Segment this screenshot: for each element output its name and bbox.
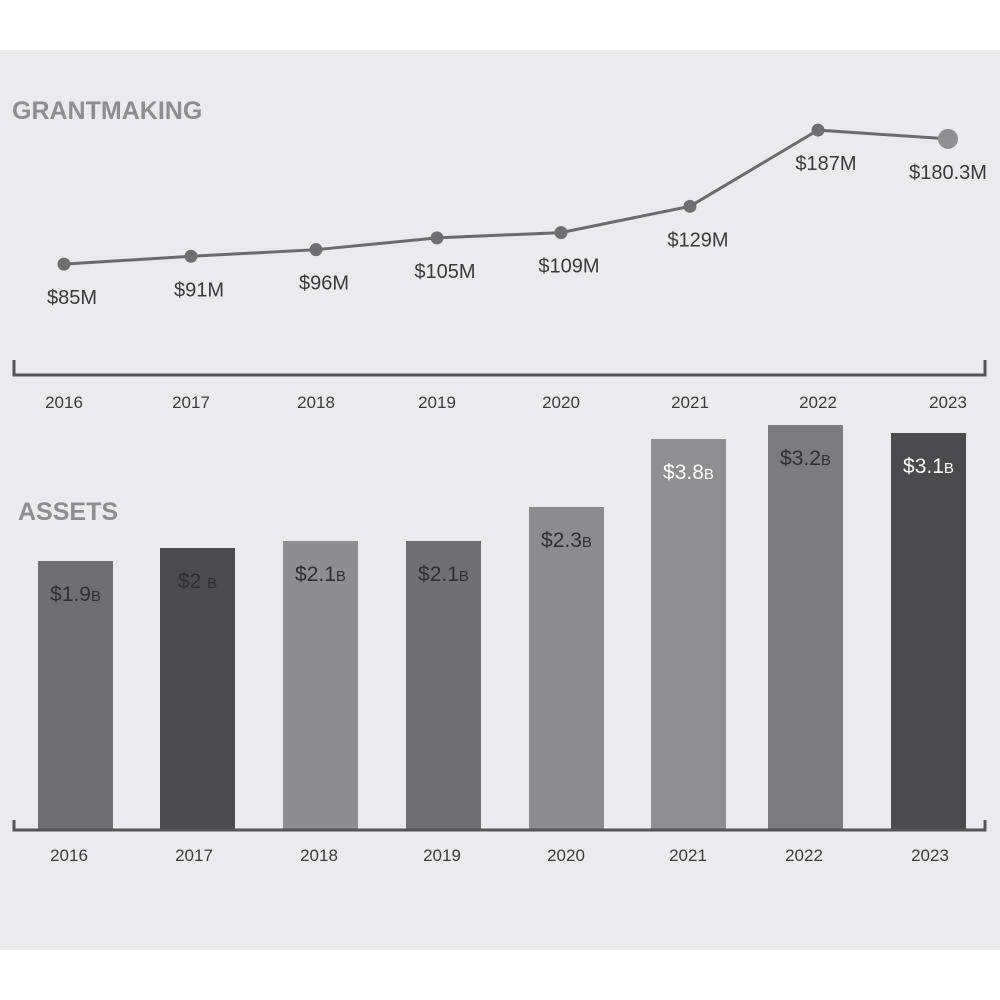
- assets-year-tick-2016: 2016: [50, 846, 88, 865]
- assets-year-tick-2018: 2018: [300, 846, 338, 865]
- grantmaking-year-tick-2022: 2022: [799, 393, 837, 412]
- assets-value-number-2023: $3.1: [903, 455, 944, 478]
- grantmaking-point-2016: [57, 257, 71, 271]
- grantmaking-point-2022: [811, 123, 825, 137]
- assets-value-unit-2019: B: [459, 568, 469, 585]
- assets-bar-2018: [283, 541, 358, 830]
- assets-value-number-2017: $2: [178, 570, 207, 593]
- assets-bar-2019: [406, 541, 481, 830]
- assets-value-label-2017: $2 B: [178, 570, 217, 593]
- grantmaking-year-tick-2023: 2023: [929, 393, 967, 412]
- grantmaking-value-label-2017: $91M: [174, 279, 224, 301]
- assets-year-tick-2022: 2022: [785, 846, 823, 865]
- assets-value-label-2022: $3.2B: [780, 447, 831, 470]
- chart-canvas: GRANTMAKING $85M 2016 $91M 2017 $96M 2018 $105…: [12, 97, 987, 865]
- assets-value-label-2019: $2.1B: [418, 563, 469, 586]
- assets-value-number-2016: $1.9: [50, 583, 91, 606]
- assets-value-label-2020: $2.3B: [541, 529, 592, 552]
- assets-bar-2017: [160, 548, 235, 830]
- assets-value-number-2021: $3.8: [663, 461, 704, 484]
- assets-year-tick-2019: 2019: [423, 846, 461, 865]
- assets-year-tick-2017: 2017: [175, 846, 213, 865]
- assets-value-label-2016: $1.9B: [50, 583, 101, 606]
- assets-value-unit-2023: B: [944, 460, 954, 477]
- assets-value-unit-2016: B: [91, 588, 101, 605]
- assets-value-label-2021: $3.8B: [663, 461, 714, 484]
- grantmaking-title: GRANTMAKING: [12, 97, 202, 125]
- grantmaking-line-chart: $85M 2016 $91M 2017 $96M 2018 $105M 2019 $109M 20…: [12, 123, 987, 412]
- assets-x-axis: [12, 820, 987, 832]
- assets-value-label-2018: $2.1B: [295, 563, 346, 586]
- grantmaking-value-label-2019: $105M: [414, 261, 475, 283]
- assets-bar-2023: [891, 433, 966, 830]
- assets-year-tick-2020: 2020: [547, 846, 585, 865]
- assets-year-tick-2023: 2023: [911, 846, 949, 865]
- grantmaking-year-tick-2016: 2016: [45, 393, 83, 412]
- grantmaking-value-label-2018: $96M: [299, 273, 349, 295]
- grantmaking-value-label-2023: $180.3M: [909, 162, 987, 184]
- assets-value-label-2023: $3.1B: [903, 455, 954, 478]
- assets-value-unit-2022: B: [821, 452, 831, 469]
- grantmaking-value-label-2020: $109M: [538, 256, 599, 278]
- assets-year-tick-2021: 2021: [669, 846, 707, 865]
- grantmaking-value-label-2021: $129M: [667, 229, 728, 251]
- grantmaking-series-line: [63, 128, 949, 266]
- assets-value-unit-2021: B: [704, 466, 714, 483]
- grantmaking-year-tick-2021: 2021: [671, 393, 709, 412]
- grantmaking-year-tick-2018: 2018: [297, 393, 335, 412]
- grantmaking-point-2018: [309, 243, 323, 257]
- chart-panel: GRANTMAKING $85M 2016 $91M 2017 $96M 2018 $105…: [0, 50, 1000, 950]
- assets-value-number-2019: $2.1: [418, 563, 459, 586]
- assets-value-number-2020: $2.3: [541, 529, 582, 552]
- grantmaking-year-tick-2019: 2019: [418, 393, 456, 412]
- grantmaking-point-2019: [430, 231, 444, 245]
- assets-value-unit-2018: B: [336, 568, 346, 585]
- grantmaking-point-2021: [683, 199, 697, 213]
- grantmaking-point-2020: [554, 226, 568, 240]
- assets-value-unit-2017: B: [207, 575, 217, 592]
- grantmaking-year-tick-2020: 2020: [542, 393, 580, 412]
- grantmaking-year-tick-2017: 2017: [172, 393, 210, 412]
- grantmaking-value-label-2016: $85M: [47, 287, 97, 309]
- grantmaking-point-2017: [184, 249, 198, 263]
- grantmaking-value-label-2022: $187M: [795, 153, 856, 175]
- grantmaking-x-axis: [12, 360, 987, 377]
- assets-value-number-2018: $2.1: [295, 563, 336, 586]
- assets-bar-2016: [38, 561, 113, 830]
- assets-bar-2022: [768, 425, 843, 830]
- grantmaking-point-2023: [938, 128, 958, 149]
- assets-bar-2021: [651, 439, 726, 830]
- assets-value-unit-2020: B: [582, 534, 592, 551]
- assets-bar-2020: [529, 507, 604, 830]
- assets-title: ASSETS: [18, 498, 118, 526]
- assets-value-number-2022: $3.2: [780, 447, 821, 470]
